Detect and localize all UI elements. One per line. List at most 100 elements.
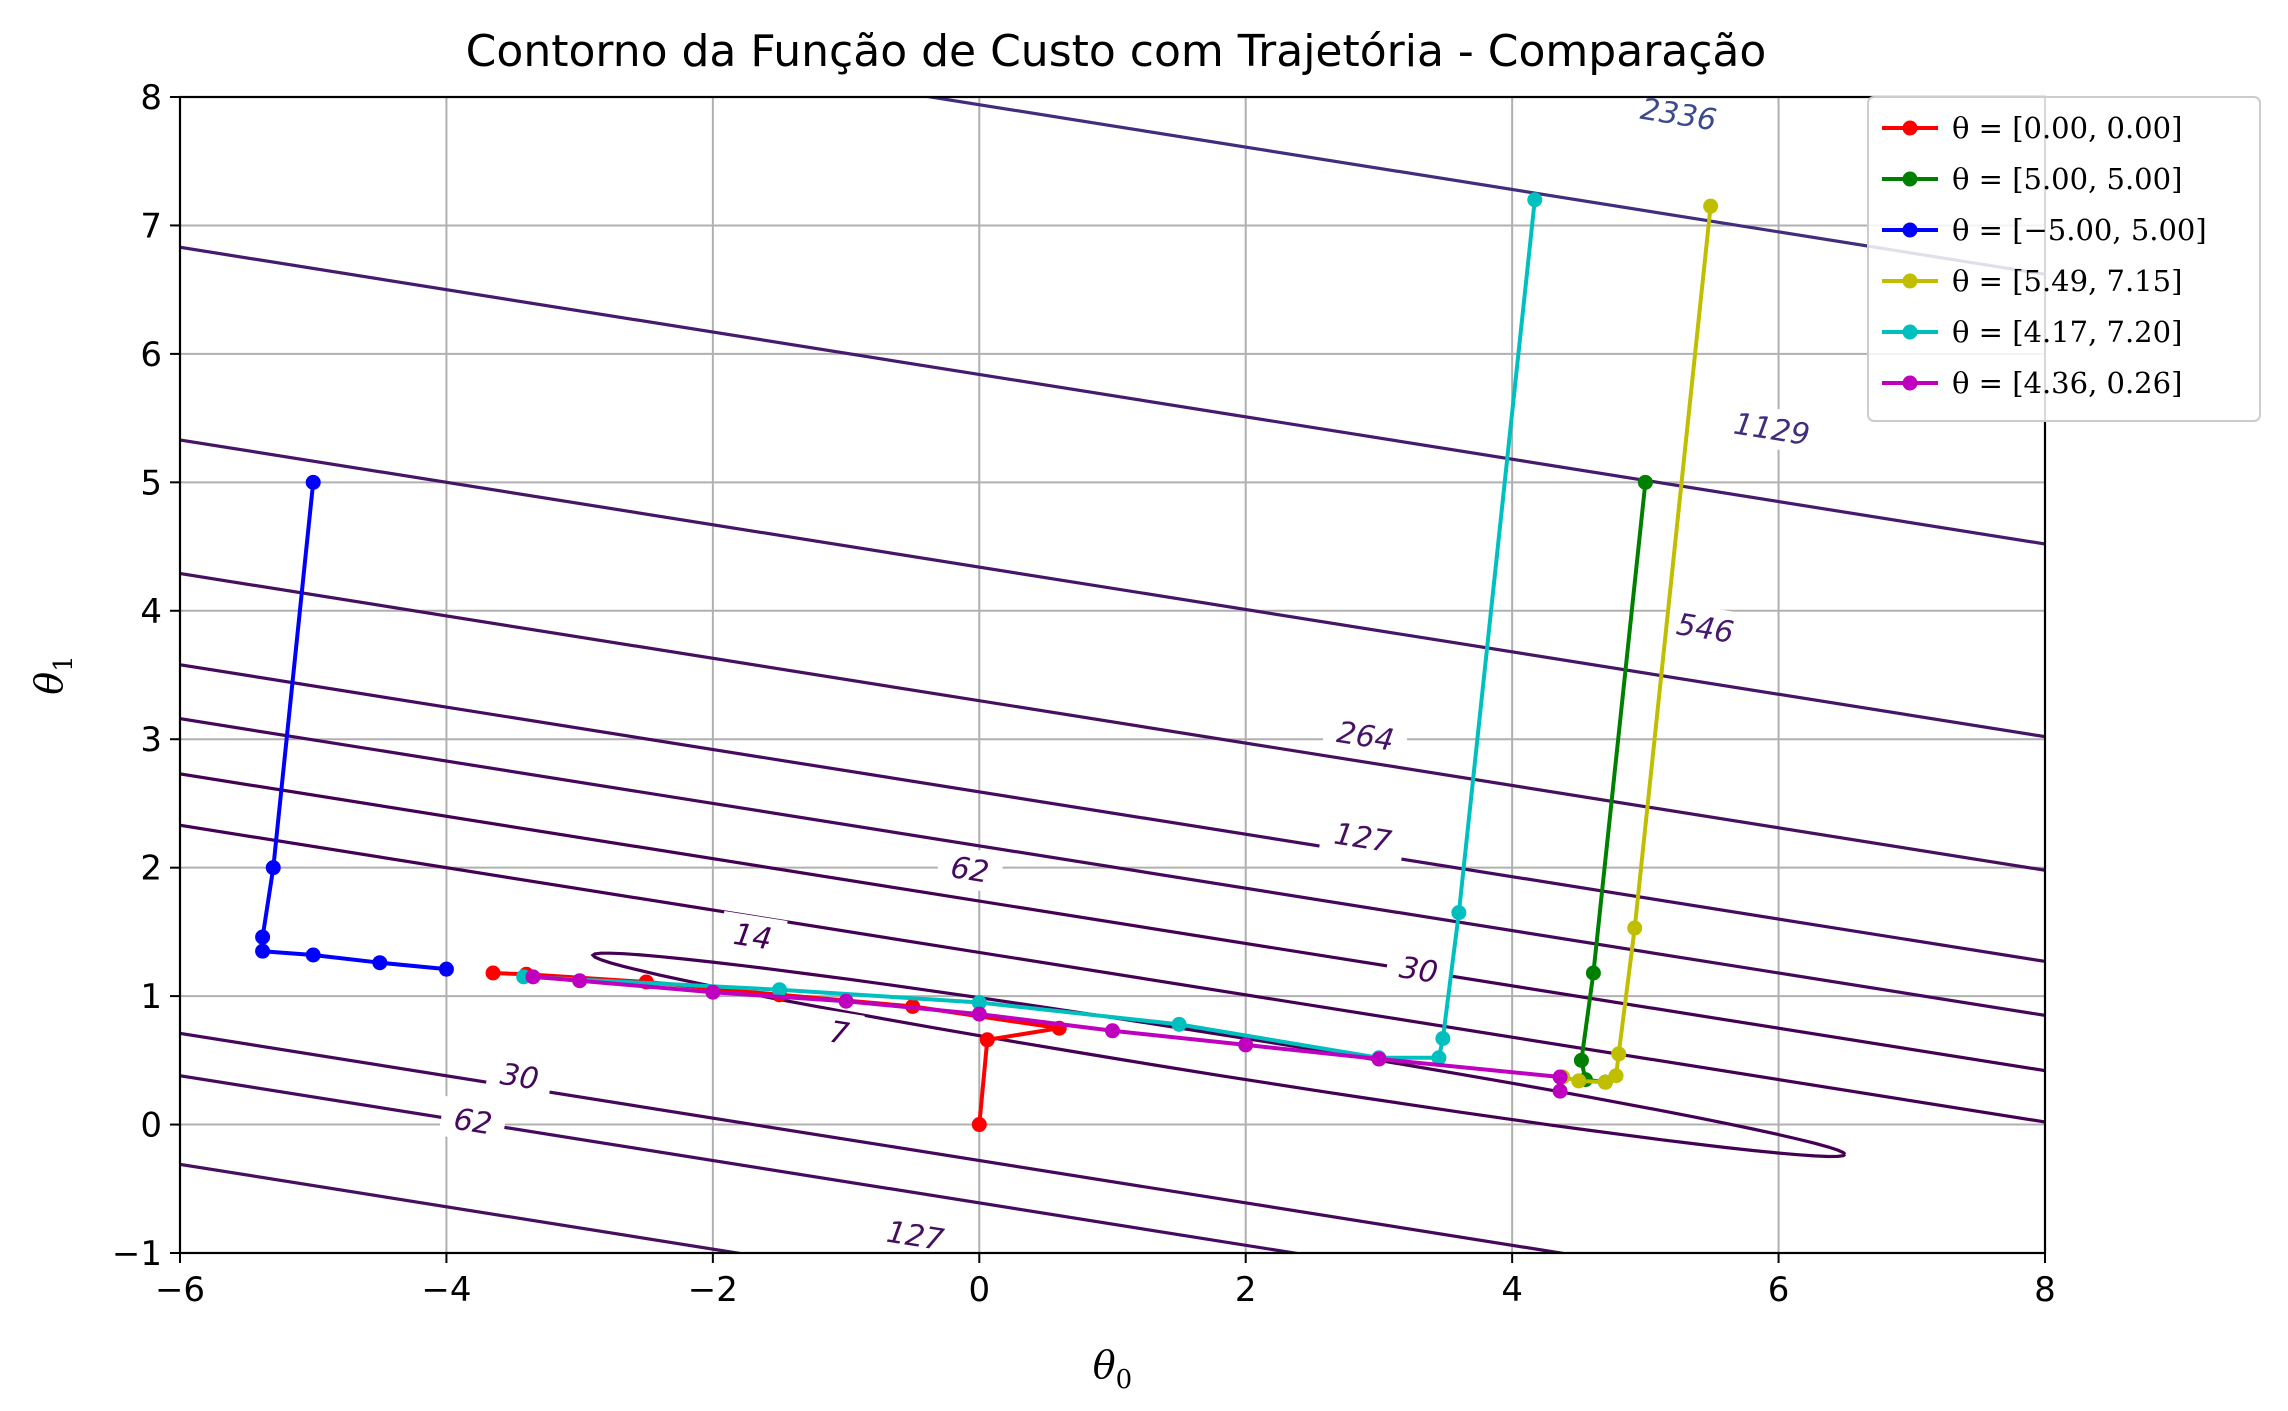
- contour-label-bg: [935, 844, 1005, 894]
- trajectory-point-4: [1431, 1050, 1447, 1066]
- legend-swatch-marker: [1902, 375, 1918, 391]
- contour-line-7-closed: [590, 951, 1847, 1159]
- trajectory-line-5: [532, 974, 1563, 1092]
- trajectory-point-2: [265, 860, 281, 876]
- trajectory-point-5: [1552, 1083, 1568, 1099]
- y-tick-label: 0: [140, 1106, 162, 1146]
- y-tick-label: 6: [140, 335, 162, 375]
- contour-lines: [180, 97, 2045, 1253]
- trajectory-point-5: [1105, 1023, 1120, 1039]
- contour-label-30: 30: [498, 1057, 541, 1098]
- contour-label-62: 62: [451, 1102, 494, 1143]
- trajectory-line-4: [523, 199, 1537, 1060]
- trajectory-point-5: [971, 1006, 987, 1022]
- trajectory-point-2: [305, 947, 321, 963]
- x-tick-label: −2: [688, 1270, 738, 1310]
- trajectory-point-3: [1611, 1046, 1627, 1062]
- x-tick-label: 8: [2034, 1270, 2056, 1310]
- x-tick-label: −4: [421, 1270, 471, 1310]
- legend-box: [1867, 96, 2261, 422]
- trajectory-point-1: [1585, 965, 1601, 981]
- trajectory-point-5: [1552, 1069, 1568, 1085]
- trajectory-point-4: [1435, 1030, 1451, 1046]
- trajectory-point-5: [525, 969, 541, 985]
- contour-label-bg: [1384, 944, 1454, 994]
- contour-label-bg: [1318, 810, 1408, 864]
- trajectory-line-2: [260, 482, 447, 972]
- contour-label-bg: [718, 910, 788, 961]
- trajectory-point-2: [255, 929, 271, 945]
- trajectory-point-0: [979, 1032, 995, 1048]
- contour-line-127: [180, 1162, 748, 1253]
- contour-label-62: 62: [948, 850, 991, 891]
- trajectory-point-0: [971, 1117, 987, 1133]
- contour-label-14: 14: [731, 917, 774, 958]
- contour-line-30: [180, 717, 2045, 1017]
- x-tick-label: 4: [1501, 1270, 1523, 1310]
- y-tick-label: 2: [140, 849, 162, 889]
- x-tick-label: 0: [968, 1270, 990, 1310]
- legend-entry: θ = [4.36, 0.26]: [1952, 366, 2182, 400]
- trajectory-point-5: [572, 973, 588, 989]
- x-axis-label: θ0: [1093, 1343, 1132, 1395]
- contour-line-1129: [920, 97, 2045, 276]
- contour-line-7: [180, 823, 2045, 1124]
- trajectory-point-4: [1171, 1016, 1187, 1032]
- contour-label-bg: [438, 1095, 508, 1146]
- legend-entry: θ = [0.00, 0.00]: [1952, 111, 2182, 145]
- contour-line-127: [180, 571, 2045, 872]
- x-tick-label: 6: [1768, 1270, 1790, 1310]
- contour-label-bg: [1718, 400, 1826, 457]
- legend-swatch-marker: [1902, 273, 1918, 289]
- contour-line-546: [180, 245, 2045, 546]
- legend-entry: θ = [4.17, 7.20]: [1952, 315, 2182, 349]
- y-tick-label: 3: [140, 720, 162, 760]
- y-tick-label: 8: [140, 78, 162, 118]
- trajectory-point-3: [1597, 1074, 1613, 1090]
- trajectory-point-4: [1527, 192, 1543, 208]
- grid: [179, 96, 2046, 1254]
- trajectory-point-2: [255, 943, 271, 959]
- legend: θ = [0.00, 0.00] θ = [5.00, 5.00] θ = [−5.…: [1867, 96, 2261, 422]
- contour-line-264: [180, 438, 2045, 739]
- contour-label-bg: [1661, 601, 1750, 654]
- contour-line-30: [180, 1031, 1571, 1253]
- legend-entry: θ = [−5.00, 5.00]: [1952, 213, 2207, 247]
- trajectory-point-4: [771, 982, 787, 998]
- trajectory-point-3: [1627, 920, 1643, 936]
- x-tick-label: −6: [155, 1270, 205, 1310]
- contour-label-bg: [1625, 85, 1733, 142]
- trajectory-point-1: [1637, 474, 1653, 490]
- trajectory-point-3: [1571, 1073, 1587, 1089]
- trajectory-point-2: [305, 474, 321, 490]
- y-tick-label: 4: [140, 592, 162, 632]
- contour-label-30: 30: [1397, 950, 1440, 991]
- y-tick-label: 5: [140, 463, 162, 503]
- legend-swatch-marker: [1902, 120, 1918, 136]
- trajectory-point-4: [971, 995, 987, 1011]
- contour-label-bg: [814, 1008, 865, 1056]
- chart-title: Contorno da Função de Custo com Trajetór…: [466, 26, 1767, 77]
- trajectory-point-5: [1238, 1037, 1254, 1053]
- trajectory-line-1: [1579, 482, 1648, 1085]
- contour-line-62: [180, 663, 2045, 964]
- trajectory-point-1: [1573, 1052, 1589, 1068]
- legend-swatch-marker: [1902, 324, 1918, 340]
- legend-entry: θ = [5.49, 7.15]: [1952, 264, 2182, 298]
- y-tick-label: 1: [140, 977, 162, 1017]
- trajectory-point-4: [1451, 905, 1467, 921]
- y-tick-label: −1: [112, 1234, 162, 1274]
- trajectory-point-3: [1703, 198, 1719, 214]
- trajectories: [255, 192, 1719, 1133]
- contour-line-14: [180, 772, 2045, 1073]
- trajectory-point-0: [485, 965, 501, 981]
- trajectory-point-2: [438, 961, 454, 977]
- y-axis-label: θ1: [27, 655, 79, 694]
- plot-frame: [178, 95, 2047, 1255]
- axis-ticks: −6 −4 −2 0 2 4 6 8 −1 0 1 2 3 4 5 6 7 8: [112, 78, 2056, 1310]
- y-tick-label: 7: [140, 206, 162, 246]
- trajectory-point-5: [1371, 1051, 1387, 1067]
- legend-swatch-marker: [1902, 171, 1918, 187]
